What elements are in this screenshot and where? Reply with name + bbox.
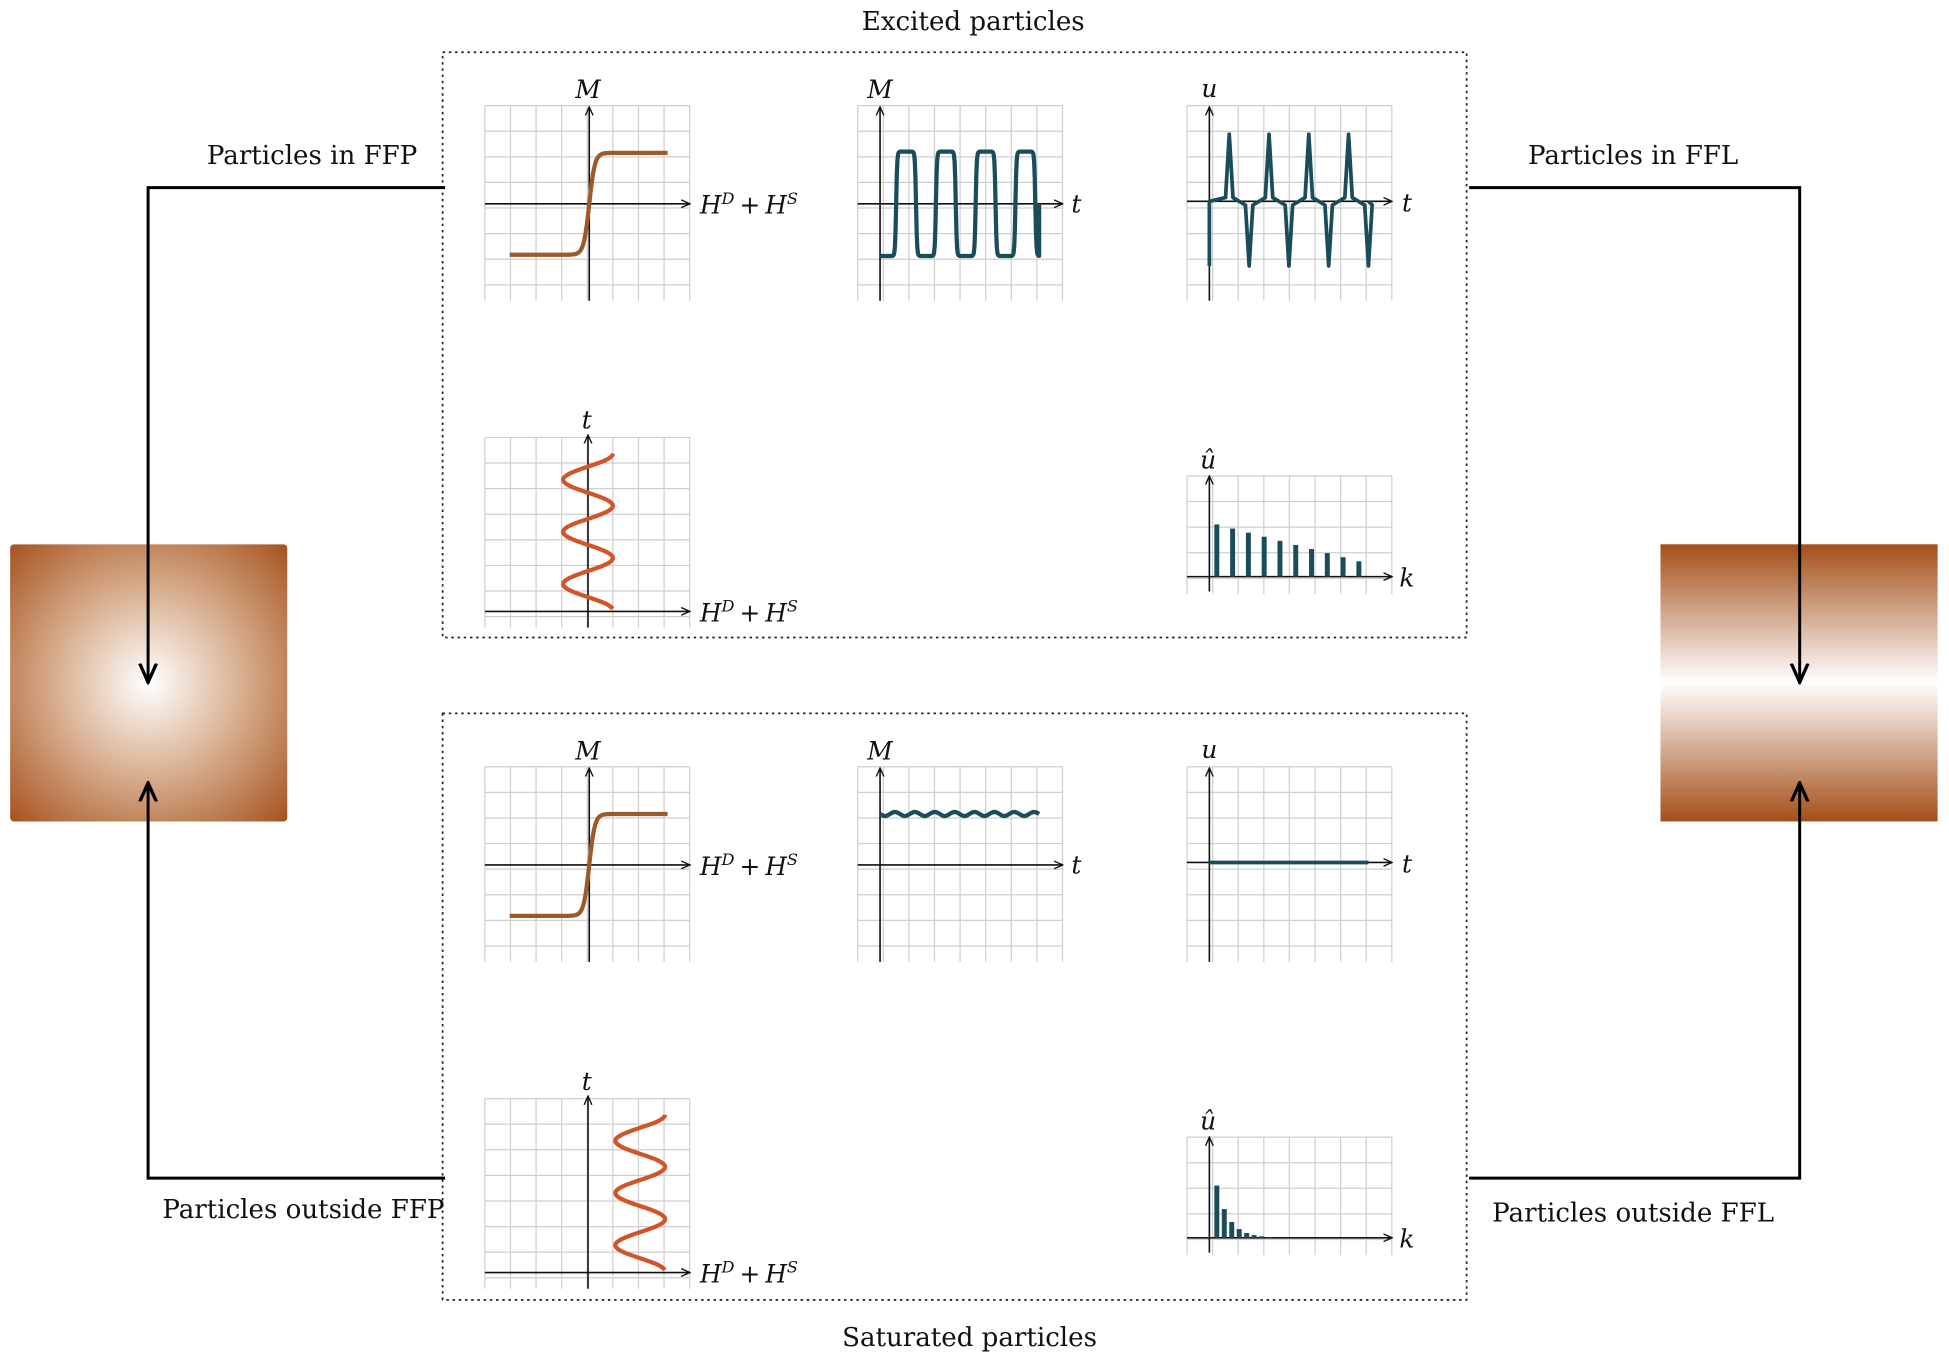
label-part: + xyxy=(739,852,760,881)
label-part: H xyxy=(699,598,723,627)
spectrum-bar xyxy=(1324,553,1330,577)
grid xyxy=(1186,475,1393,595)
axis-label: HD + HS xyxy=(699,1258,798,1289)
spectrum-bar xyxy=(1266,1236,1272,1238)
connector xyxy=(148,783,446,1180)
label-part: D xyxy=(721,189,735,208)
axis-label: û xyxy=(1200,1107,1216,1136)
connector xyxy=(1469,186,1800,683)
axis-label: M xyxy=(574,736,601,765)
axis-label: t xyxy=(1402,188,1413,217)
grid xyxy=(1186,1136,1393,1256)
connector-label: Particles in FFL xyxy=(1528,141,1738,171)
label-part: + xyxy=(739,191,760,220)
label-part: H xyxy=(699,1259,723,1288)
spectrum-bar xyxy=(1244,1233,1250,1238)
spectrum-bar xyxy=(1221,1209,1227,1238)
box-title: Excited particles xyxy=(862,7,1085,37)
axis-label: k xyxy=(1399,1225,1414,1254)
spectrum-bar xyxy=(1340,557,1346,577)
axis-label: M xyxy=(866,75,893,104)
spectrum-bar xyxy=(1309,549,1315,577)
spectrum-bar xyxy=(1214,1185,1220,1238)
saturated-box xyxy=(441,712,1468,1301)
axis-label: u xyxy=(1201,74,1217,103)
label-part: + xyxy=(739,1259,760,1288)
curve xyxy=(508,811,669,919)
spectrum-bar xyxy=(1245,532,1251,577)
axis-label: M xyxy=(866,736,893,765)
label-part: + xyxy=(739,598,760,627)
axis-label: k xyxy=(1399,564,1414,593)
axis-label: HD + HS xyxy=(699,850,798,881)
box-title: Saturated particles xyxy=(842,1323,1097,1353)
curve xyxy=(878,149,1042,259)
label-part: H xyxy=(699,191,723,220)
label-part: S xyxy=(787,189,798,208)
curve xyxy=(561,452,615,611)
label-part: S xyxy=(787,596,798,615)
spectrum-bar xyxy=(1229,1222,1235,1238)
axis-label: t xyxy=(582,1067,593,1096)
label-part: D xyxy=(721,1258,735,1277)
axis-label: t xyxy=(1071,190,1082,219)
spectrum-bar xyxy=(1214,524,1220,577)
label-part: H xyxy=(764,598,788,627)
connector xyxy=(1469,783,1800,1180)
spectrum-bar xyxy=(1236,1229,1242,1238)
label-part: D xyxy=(721,596,735,615)
spectrum-bar xyxy=(1277,540,1283,577)
spectrum-bar xyxy=(1230,528,1236,577)
spectrum-bar xyxy=(1261,536,1267,577)
axis-label: t xyxy=(1402,849,1413,878)
excited-box xyxy=(441,51,1468,639)
axis-label: t xyxy=(582,406,593,435)
axis-label: t xyxy=(1071,851,1082,880)
curve xyxy=(508,150,669,257)
connector-label: Particles outside FFP xyxy=(162,1195,444,1225)
label-part: H xyxy=(764,852,788,881)
spectrum-bar xyxy=(1251,1235,1257,1238)
connector-label: Particles outside FFL xyxy=(1492,1199,1774,1229)
label-part: D xyxy=(721,850,735,869)
axis-label: u xyxy=(1201,735,1217,764)
curve xyxy=(613,1113,668,1272)
label-part: H xyxy=(764,1259,788,1288)
spectrum-bar xyxy=(1356,561,1362,577)
curve xyxy=(878,809,1041,819)
axis-label: û xyxy=(1200,446,1216,475)
spectrum-bar xyxy=(1293,544,1299,577)
label-part: H xyxy=(764,191,788,220)
axis-label: HD + HS xyxy=(699,596,798,627)
label-part: H xyxy=(699,852,723,881)
curve xyxy=(1207,132,1375,268)
axis-label: HD + HS xyxy=(699,189,798,220)
axis-label: M xyxy=(574,75,601,104)
connector-label: Particles in FFP xyxy=(207,141,417,171)
label-part: S xyxy=(787,850,798,869)
spectrum-bar xyxy=(1259,1236,1265,1238)
connector xyxy=(148,186,446,683)
label-part: S xyxy=(787,1258,798,1277)
